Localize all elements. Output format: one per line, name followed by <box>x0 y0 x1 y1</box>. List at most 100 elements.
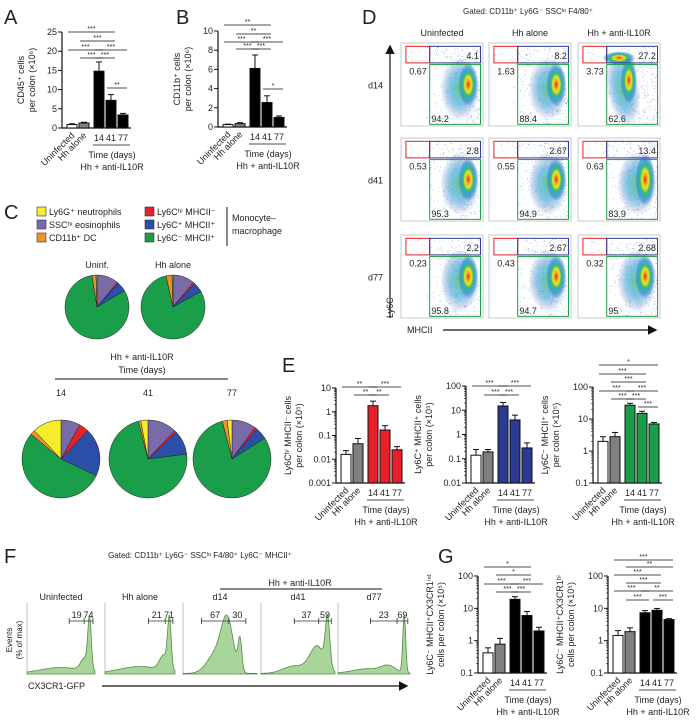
event-dot <box>522 104 524 106</box>
bar <box>105 99 117 129</box>
event-dot <box>514 164 516 165</box>
event-dot <box>614 185 616 187</box>
event-dot <box>654 60 656 61</box>
event-dot <box>432 188 434 190</box>
gate-value-green: 95.3 <box>431 209 449 219</box>
event-dot <box>563 48 565 50</box>
event-dot <box>528 142 530 144</box>
event-dot <box>557 142 559 143</box>
event-dot <box>473 114 475 116</box>
event-dot <box>548 46 550 48</box>
event-dot <box>441 119 443 121</box>
event-dot <box>553 243 555 245</box>
event-dot <box>654 120 656 122</box>
event-dot <box>654 88 656 90</box>
bar <box>636 412 648 484</box>
event-dot <box>463 245 465 247</box>
bar <box>482 652 494 674</box>
event-dot <box>432 276 434 278</box>
bar-chart-g2: 0.1 1 10 100 Ly6C⁻ MHCII⁺CX3CR1ʰⁱ cells per c… <box>555 554 690 717</box>
event-dot <box>443 152 445 154</box>
event-dot <box>425 304 427 306</box>
event-dot <box>638 117 640 119</box>
event-dot <box>526 88 528 90</box>
event-dot <box>560 216 562 218</box>
event-dot <box>634 55 636 57</box>
event-dot <box>425 248 427 250</box>
event-dot <box>646 70 648 72</box>
event-dot <box>620 309 622 310</box>
event-dot <box>520 273 522 274</box>
event-dot <box>536 309 538 311</box>
significance-stars: *** <box>638 385 646 392</box>
y-tick-label: 10 <box>47 85 57 95</box>
y-tick-label: 25 <box>47 27 57 37</box>
event-dot <box>546 215 548 217</box>
event-dot <box>469 116 471 117</box>
event-dot <box>554 150 556 152</box>
event-dot <box>443 52 445 54</box>
event-dot <box>626 248 628 250</box>
event-dot <box>430 186 432 188</box>
event-dot <box>654 109 656 111</box>
event-dot <box>539 213 541 215</box>
event-dot <box>474 149 476 151</box>
event-dot <box>478 216 479 218</box>
histogram-panel: d77 23 69 <box>337 592 411 675</box>
event-dot <box>614 250 616 252</box>
event-dot <box>426 294 428 296</box>
event-dot <box>627 215 629 217</box>
event-dot <box>647 68 649 70</box>
event-dot <box>611 286 613 287</box>
event-dot <box>446 57 448 58</box>
event-dot <box>423 250 425 252</box>
event-dot <box>534 250 536 252</box>
pie-slice <box>192 420 272 499</box>
flow-gating-title: Gated: CD11b⁺ Ly6G⁻ SSCˡᵒ F4/80⁺ <box>463 7 593 16</box>
event-dot <box>622 147 624 149</box>
event-dot <box>533 211 535 212</box>
event-dot <box>561 47 563 49</box>
event-dot <box>436 143 438 145</box>
event-dot <box>462 151 464 153</box>
event-dot <box>613 216 615 218</box>
event-dot <box>544 147 545 149</box>
event-dot <box>430 197 432 199</box>
event-dot <box>430 312 432 314</box>
event-dot <box>461 49 463 51</box>
event-dot <box>444 143 446 145</box>
significance-stars: *** <box>107 44 115 51</box>
gate-value-red: 0.43 <box>497 259 515 269</box>
gate-value-hi: 69 <box>397 610 407 620</box>
gate-value-int: 23 <box>379 610 389 620</box>
event-dot <box>465 145 467 147</box>
event-dot <box>651 86 653 88</box>
legend-label: Ly6G⁺ neutrophils <box>49 207 122 217</box>
event-dot <box>556 51 558 53</box>
event-dot <box>527 145 529 146</box>
event-dot <box>433 147 435 149</box>
y-axis-label: CD45⁺ cells <box>16 55 26 104</box>
event-dot <box>432 60 434 61</box>
gate-value-green: 94.9 <box>519 209 537 219</box>
event-dot <box>511 61 513 63</box>
histogram-curve <box>337 614 411 675</box>
event-dot <box>647 53 649 55</box>
event-dot <box>471 251 473 253</box>
event-dot <box>436 283 438 285</box>
significance-stars: *** <box>633 594 641 601</box>
event-dot <box>557 309 559 311</box>
histogram-curve <box>182 614 258 675</box>
event-dot <box>478 300 480 301</box>
y-axis-label: Ly6C⁻ MHCII⁺CX3CR1ʰⁱ <box>555 575 565 674</box>
event-dot <box>563 257 565 259</box>
pie-time-label: Time (days) <box>118 365 165 375</box>
flow-plot: 27.2 3.73 62.6 <box>577 42 661 127</box>
x-label-day: 77 <box>118 133 128 143</box>
gate-ly6c-pos-mhcii-pos <box>517 45 570 64</box>
event-dot <box>556 152 558 154</box>
event-dot <box>436 248 438 250</box>
event-dot <box>437 55 439 56</box>
event-dot <box>478 271 480 273</box>
event-dot <box>462 242 464 244</box>
